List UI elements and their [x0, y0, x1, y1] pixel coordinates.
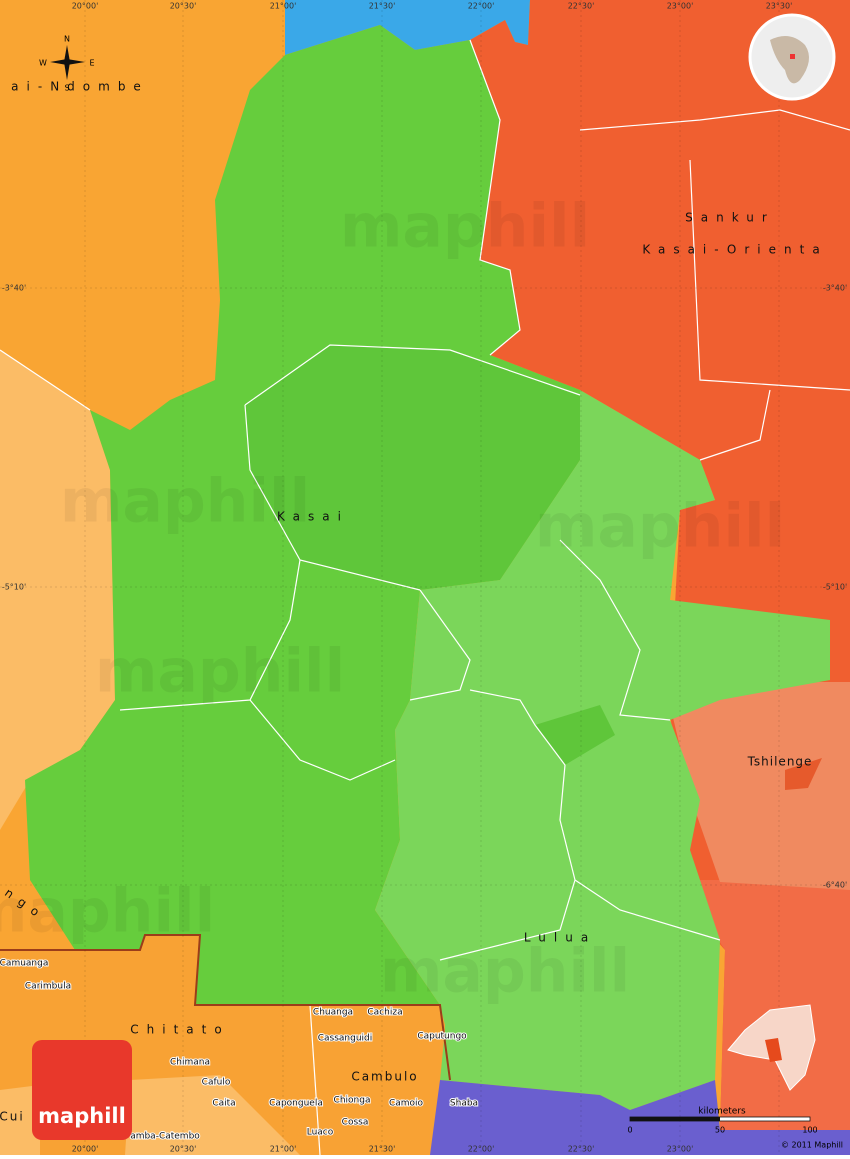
region-label: Kasai-Orienta [642, 243, 827, 257]
watermark: maphill [95, 637, 345, 707]
longitude-label: 22°30' [568, 1145, 595, 1154]
watermark: maphill [535, 492, 785, 562]
latitude-label: -3°40' [823, 284, 847, 293]
town-label: Carimbula [25, 982, 71, 992]
longitude-label: 20°00' [72, 1145, 99, 1154]
region-area [245, 345, 580, 590]
scale-label: 0 [627, 1126, 632, 1135]
region-label: Tshilenge [747, 755, 813, 769]
longitude-label: 20°00' [72, 2, 99, 11]
compass-label: N [64, 35, 70, 44]
town-label: Cachiza [367, 1008, 402, 1018]
watermark: maphill [380, 937, 630, 1007]
region-area [0, 350, 115, 830]
scale-label: 50 [715, 1126, 725, 1135]
town-label: amba-Catembo [130, 1132, 200, 1142]
watermark: maphill [340, 192, 590, 262]
town-label: Cassanguidi [318, 1034, 373, 1044]
town-label: Luaco [307, 1128, 334, 1138]
longitude-label: 20°30' [170, 1145, 197, 1154]
region-label: Lulua [524, 931, 596, 945]
globe [748, 13, 836, 101]
town-label: Caponguela [269, 1099, 323, 1109]
town-label: Shaba [450, 1099, 478, 1109]
copyright: © 2011 Maphill [781, 1141, 843, 1150]
longitude-label: 23°30' [766, 2, 793, 11]
longitude-label: 23°00' [667, 2, 694, 11]
town-label: Chuanga [313, 1008, 353, 1018]
region-area [375, 390, 830, 1110]
water [285, 0, 530, 55]
latitude-label: -3°40' [2, 284, 26, 293]
longitude-label: 20°30' [170, 2, 197, 11]
longitude-label: 23°00' [667, 1145, 694, 1154]
compass: N S E W [39, 35, 94, 93]
inset-country [727, 1004, 816, 1091]
town-label: Caputungo [417, 1032, 467, 1042]
region-area [535, 705, 615, 765]
latitude-label: -6°40' [823, 881, 847, 890]
longitude-label: 22°00' [468, 2, 495, 11]
region-label: Cui [0, 1110, 25, 1124]
logo: maphill [32, 1040, 132, 1140]
town-label: Cossa [342, 1118, 369, 1128]
region-label: Cambulo [351, 1070, 418, 1084]
logo-text: maphill [38, 1104, 126, 1128]
region-label: Kasai [277, 510, 349, 524]
borders [0, 39, 850, 1156]
longitude-label: 21°00' [270, 2, 297, 11]
region-label: Chitato [130, 1023, 229, 1037]
town-label: Chimana [170, 1058, 210, 1068]
region-label: ai-Ndombe [11, 80, 149, 94]
longitude-label: 22°30' [568, 2, 595, 11]
scale-label: 100 [802, 1126, 817, 1135]
town-label: Camoio [389, 1099, 424, 1109]
town-label: Chionga [334, 1096, 371, 1106]
watermark: maphill [60, 467, 310, 537]
compass-label: E [89, 59, 94, 68]
longitude-label: 21°30' [369, 2, 396, 11]
longitude-label: 21°00' [270, 1145, 297, 1154]
scale-title: kilometers [698, 1107, 746, 1117]
scale-bar: kilometers 0 50 100 © 2011 Maphill [627, 1107, 843, 1150]
region-area [125, 1075, 300, 1155]
town-label: Camuanga [0, 959, 48, 969]
town-label: Caita [212, 1099, 235, 1109]
longitude-label: 21°30' [369, 1145, 396, 1154]
compass-label: S [64, 84, 69, 93]
region-label: Sankur [685, 211, 775, 225]
compass-label: W [39, 59, 47, 68]
town-label: Cafulo [202, 1078, 231, 1088]
latitude-label: -5°10' [823, 583, 847, 592]
region-area [0, 1085, 40, 1155]
region-area [785, 758, 822, 790]
watermark: maphill [0, 877, 215, 947]
longitude-label: 22°00' [468, 1145, 495, 1154]
latitude-label: -5°10' [2, 583, 26, 592]
region-area [670, 682, 850, 890]
